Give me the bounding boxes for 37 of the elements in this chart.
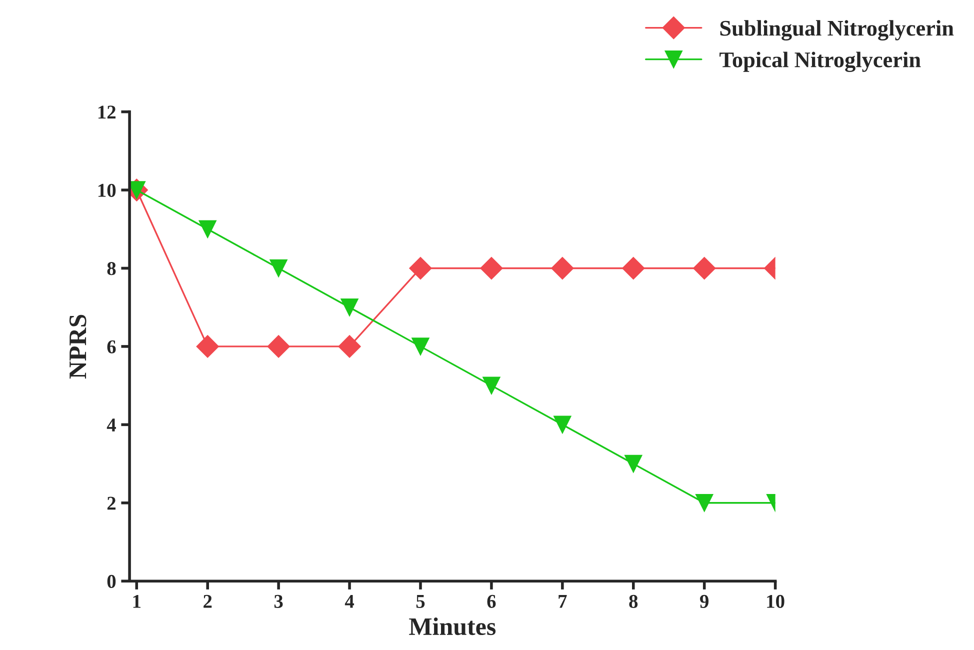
y-tick-label: 12 [98,106,116,119]
x-tick-label: 5 [416,595,425,608]
x-tick-label: 1 [133,594,140,608]
y-tick-label: 4 [106,418,116,432]
point [551,256,574,280]
point [267,335,290,358]
point [695,494,714,512]
point [340,298,358,316]
point [622,256,645,280]
x-tick-label: 8 [629,594,638,608]
y-axis-title: NPRS [69,314,86,379]
x-tick-label: 10 [767,594,784,608]
point [412,338,430,356]
x-tick-label: 2 [204,594,212,608]
legend-label: Sublingual Nitroglycerin [720,20,954,40]
point [624,454,642,473]
point [409,256,432,280]
y-tick-label: 0 [107,574,116,588]
x-tick-label: 3 [274,594,283,608]
point [338,335,361,358]
point [693,256,716,280]
x-tick-label: 4 [344,594,354,608]
y-tick-label: 6 [107,340,116,354]
x-axis-title: Minutes [409,617,496,636]
y-tick-label: 8 [107,262,116,276]
point [554,416,572,434]
y-tick-label: 10 [98,184,116,197]
x-tick-label: 9 [700,594,708,608]
point [198,220,216,238]
point [270,259,288,278]
point [480,256,503,280]
x-tick-label: 7 [558,595,567,608]
point [196,335,219,358]
y-tick-label: 2 [107,496,116,510]
x-tick-label: 6 [487,594,496,608]
point [482,376,500,394]
legend-label: Topical Nitroglycerin [720,52,921,72]
